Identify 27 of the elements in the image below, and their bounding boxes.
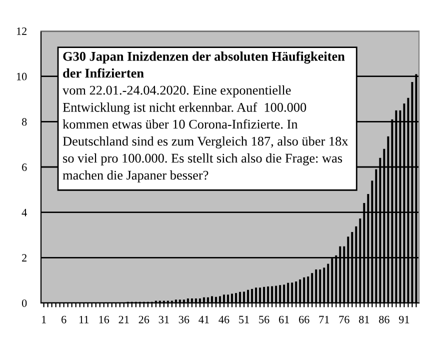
y-tick-label: 10 [16, 72, 27, 80]
annotation: vom 22.01.-24.04.2020. Eine exponentielle Entwicklung ist nicht erkennbar. Auf 100.000 kommen etwas über 10 Corona-Infizierte. In Deutschland sind es zum Vergleich 187, also über 18x so viel pro 100.000. Es stellt sich also die Frage: was machen die Japaner besser? [62, 85, 348, 182]
x-tick-label: 91 [398, 316, 410, 324]
y-tick-label: 6 [22, 163, 27, 171]
x-tick-label: 76 [339, 316, 350, 324]
x-tick-label: 31 [158, 316, 169, 324]
x-tick-label: 56 [259, 316, 270, 324]
x-tick-label: 41 [198, 316, 209, 324]
y-tick-label: 12 [16, 27, 26, 35]
y-tick-label: 8 [22, 118, 27, 126]
x-tick-label: 51 [239, 316, 249, 324]
x-tick-label: 6 [62, 316, 66, 324]
x-tick-label: 66 [299, 316, 310, 324]
y-tick-label: 2 [22, 254, 26, 262]
x-tick-label: 81 [359, 316, 370, 324]
x-tick-label: 11 [79, 316, 89, 324]
x-tick-label: 16 [99, 316, 110, 324]
x-tick-label: 21 [118, 316, 129, 324]
x-tick-label: 46 [218, 316, 230, 324]
y-tick-label: 0 [22, 299, 27, 307]
x-tick-label: 36 [178, 316, 190, 324]
y-tick-label: 4 [22, 208, 27, 216]
x-tick-label: 86 [379, 316, 390, 324]
x-tick-label: 1 [42, 316, 46, 324]
x-tick-label: 26 [138, 316, 150, 324]
x-tick-label: 71 [319, 316, 329, 324]
x-tick-label: 61 [278, 316, 289, 324]
